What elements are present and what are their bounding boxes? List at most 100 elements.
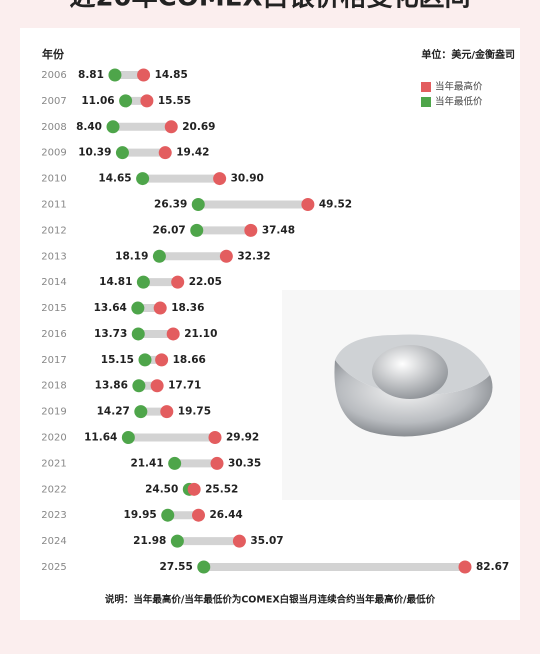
high-label: 32.32 xyxy=(237,250,270,262)
high-label: 35.07 xyxy=(250,535,283,547)
low-dot xyxy=(170,534,184,548)
low-label: 21.41 xyxy=(130,457,163,469)
high-dot xyxy=(171,275,185,289)
low-label: 27.55 xyxy=(160,561,193,573)
low-label: 26.07 xyxy=(153,224,186,236)
y-tick-label: 2014 xyxy=(41,277,66,288)
y-tick-label: 2017 xyxy=(41,355,66,366)
high-label: 14.85 xyxy=(155,69,188,81)
high-label: 15.55 xyxy=(158,95,191,107)
high-label: 26.44 xyxy=(209,509,242,521)
high-label: 29.92 xyxy=(226,432,259,444)
y-tick-label: 2010 xyxy=(41,174,66,185)
low-dot xyxy=(121,431,135,445)
y-tick-label: 2007 xyxy=(41,96,66,107)
y-tick-label: 2008 xyxy=(41,122,66,133)
low-label: 14.65 xyxy=(98,173,131,185)
low-dot xyxy=(190,223,204,237)
low-label: 26.39 xyxy=(154,198,187,210)
y-tick-label: 2023 xyxy=(41,510,66,521)
high-label: 22.05 xyxy=(189,276,222,288)
y-tick-label: 2006 xyxy=(41,70,66,81)
high-dot xyxy=(208,431,222,445)
high-dot xyxy=(155,353,169,367)
high-dot xyxy=(158,146,172,160)
legend-swatch xyxy=(421,82,431,92)
high-dot xyxy=(210,456,224,470)
low-label: 14.27 xyxy=(97,406,130,418)
high-dot xyxy=(191,508,205,522)
low-label: 11.06 xyxy=(81,95,114,107)
high-label: 37.48 xyxy=(262,224,295,236)
high-dot xyxy=(187,482,201,496)
low-dot xyxy=(131,301,145,315)
low-dot xyxy=(136,275,150,289)
y-tick-label: 2024 xyxy=(41,536,66,547)
y-tick-label: 2025 xyxy=(41,562,66,573)
high-dot xyxy=(213,172,227,186)
y-tick-label: 2011 xyxy=(41,199,66,210)
high-dot xyxy=(160,405,174,419)
high-label: 49.52 xyxy=(319,198,352,210)
low-label: 18.19 xyxy=(115,250,148,262)
silver-ingot xyxy=(334,334,493,437)
high-dot xyxy=(153,301,167,315)
low-dot xyxy=(161,508,175,522)
low-dot xyxy=(132,379,146,393)
high-dot xyxy=(137,68,151,82)
low-label: 11.64 xyxy=(84,432,117,444)
high-dot xyxy=(219,249,233,263)
axis-label: 年份 xyxy=(42,47,65,61)
chart-title: 近20年COMEX白银价格变化区间 xyxy=(69,0,470,13)
high-dot xyxy=(244,223,258,237)
low-dot xyxy=(191,197,205,211)
low-dot xyxy=(115,146,129,160)
y-tick-label: 2016 xyxy=(41,329,66,340)
unit-label: 单位：美元/金衡盎司 xyxy=(421,48,515,61)
y-tick-label: 2018 xyxy=(41,381,66,392)
high-dot xyxy=(140,94,154,108)
y-tick-label: 2013 xyxy=(41,251,66,262)
high-label: 18.36 xyxy=(171,302,204,314)
y-tick-label: 2015 xyxy=(41,303,66,314)
low-dot xyxy=(197,560,211,574)
footnote: 说明：当年最高价/当年最低价为COMEX白银当月连续合约当年最高价/最低价 xyxy=(105,594,436,606)
low-dot xyxy=(168,456,182,470)
y-tick-label: 2022 xyxy=(41,484,66,495)
high-label: 82.67 xyxy=(476,561,509,573)
high-dot xyxy=(301,197,315,211)
low-label: 13.86 xyxy=(95,380,128,392)
high-label: 20.69 xyxy=(182,121,215,133)
low-label: 8.81 xyxy=(78,69,104,81)
high-dot xyxy=(232,534,246,548)
low-label: 15.15 xyxy=(101,354,134,366)
y-tick-label: 2019 xyxy=(41,407,66,418)
low-label: 10.39 xyxy=(78,147,111,159)
y-tick-label: 2021 xyxy=(41,458,66,469)
high-dot xyxy=(458,560,472,574)
low-dot xyxy=(119,94,133,108)
y-tick-label: 2012 xyxy=(41,225,66,236)
low-dot xyxy=(138,353,152,367)
high-label: 30.90 xyxy=(231,173,264,185)
low-label: 14.81 xyxy=(99,276,132,288)
low-label: 19.95 xyxy=(124,509,157,521)
high-label: 19.42 xyxy=(176,147,209,159)
low-label: 8.40 xyxy=(76,121,102,133)
low-dot xyxy=(108,68,122,82)
legend-swatch xyxy=(421,97,431,107)
low-dot xyxy=(134,405,148,419)
low-label: 13.73 xyxy=(94,328,127,340)
low-label: 21.98 xyxy=(133,535,166,547)
y-tick-label: 2020 xyxy=(41,433,66,444)
high-label: 30.35 xyxy=(228,457,261,469)
high-label: 19.75 xyxy=(178,406,211,418)
high-dot xyxy=(166,327,180,341)
low-label: 13.64 xyxy=(94,302,127,314)
high-label: 21.10 xyxy=(184,328,217,340)
high-dot xyxy=(150,379,164,393)
low-dot xyxy=(152,249,166,263)
high-dot xyxy=(164,120,178,134)
high-label: 25.52 xyxy=(205,483,238,495)
